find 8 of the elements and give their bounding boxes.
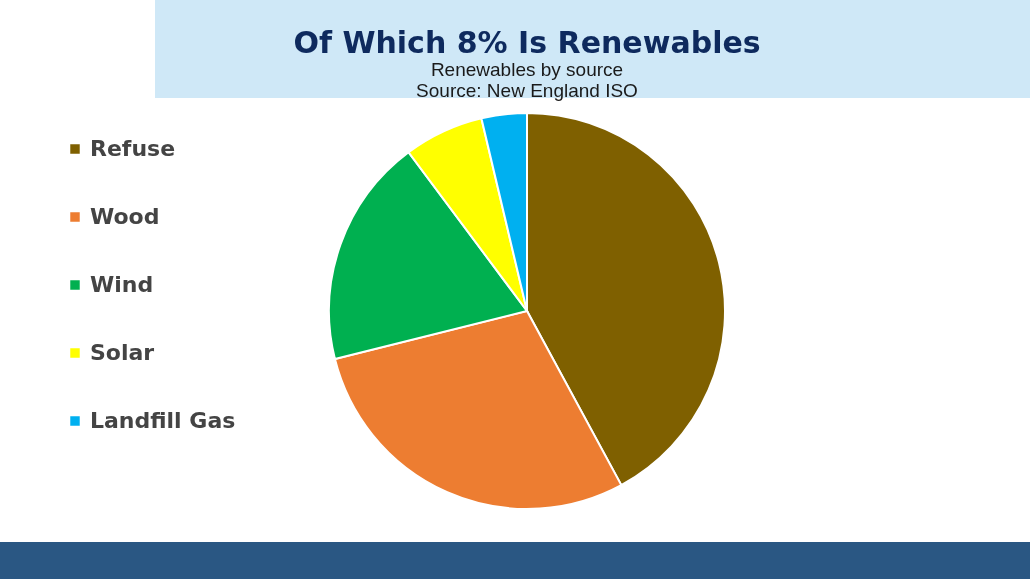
chart-title: Of Which 8% Is Renewables	[293, 25, 761, 60]
chart-subtitle: Renewables by source	[430, 59, 624, 80]
legend-label: Refuse	[90, 136, 176, 161]
legend-label: Landfill Gas	[90, 408, 236, 433]
legend-label: Wind	[90, 272, 154, 297]
legend-label: Solar	[90, 340, 155, 365]
legend-label: Wood	[90, 204, 160, 229]
source-note: Source: New England ISO	[416, 80, 638, 101]
